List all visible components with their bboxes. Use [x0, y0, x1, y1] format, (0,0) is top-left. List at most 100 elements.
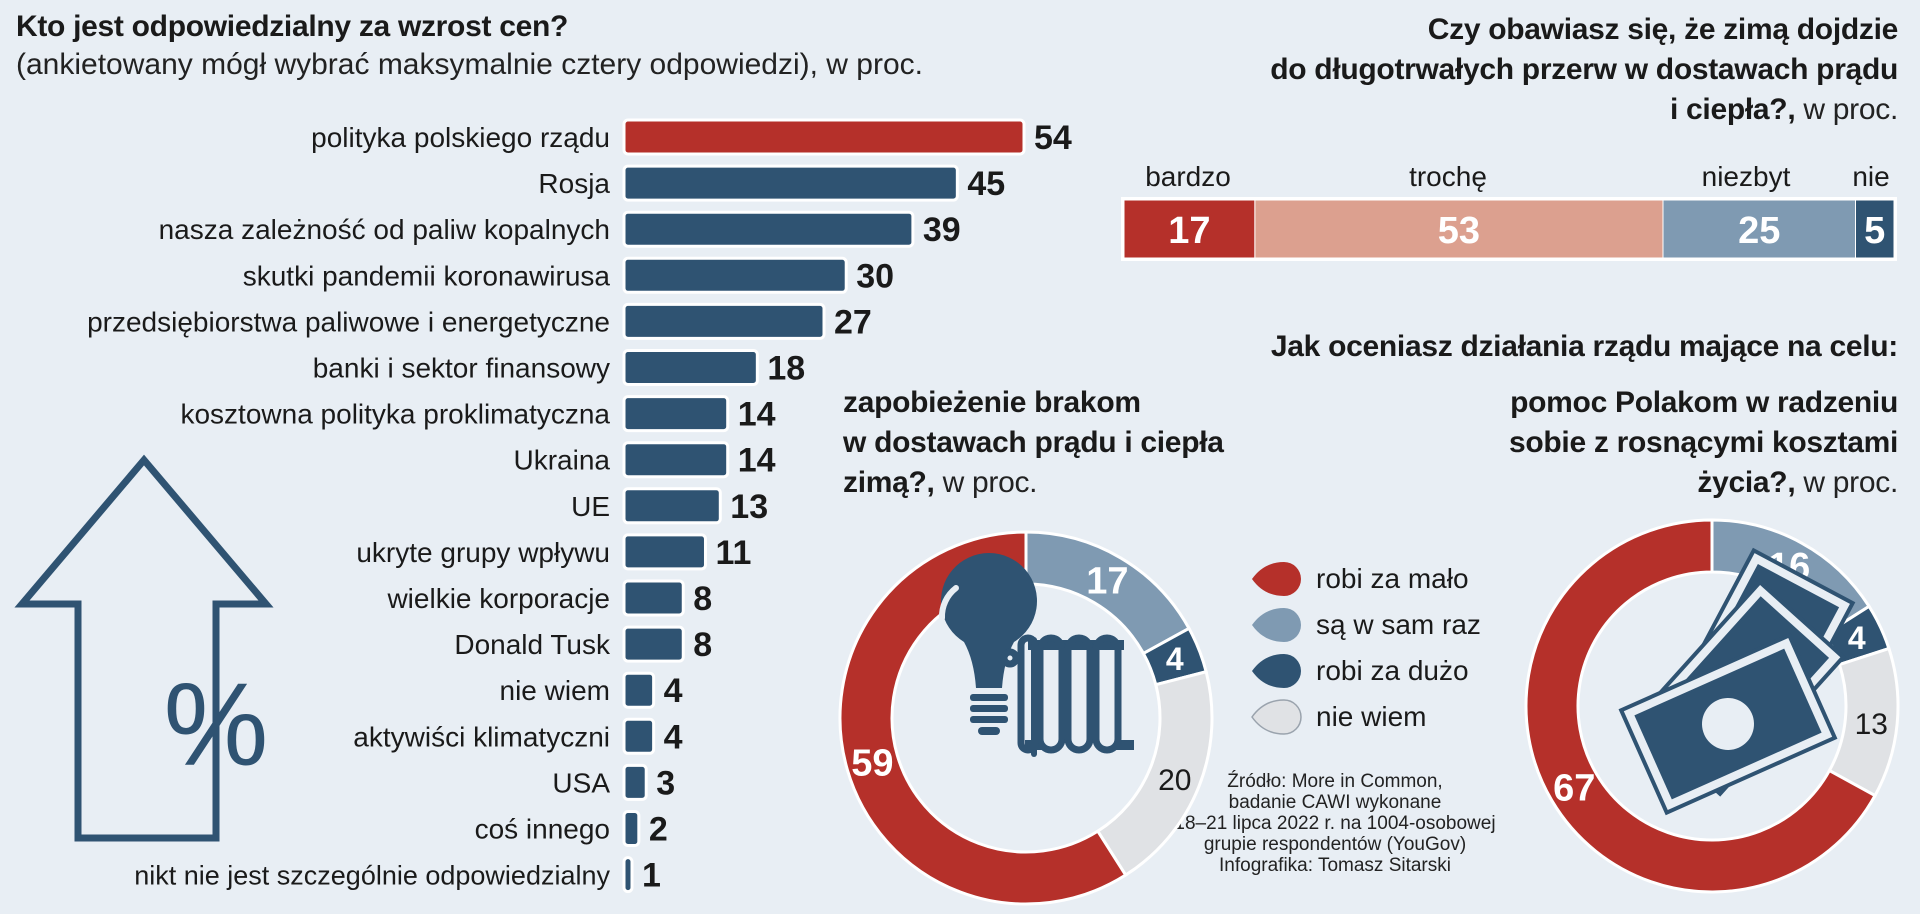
source-line: 18–21 lipca 2022 r. na 1004-osobowej	[1174, 813, 1496, 834]
bar	[622, 717, 656, 755]
bar-category-label: skutki pandemii koronawirusa	[243, 260, 611, 291]
stacked-segment	[1855, 199, 1895, 259]
bar-category-label: aktywiści klimatyczni	[353, 721, 610, 752]
donut-value-label: 13	[1855, 708, 1888, 741]
donut2-title: pomoc Polakom w radzeniu sobie z rosnący…	[1509, 383, 1898, 503]
legend-label: robi za dużo	[1316, 655, 1469, 686]
bar-value-label: 2	[649, 811, 668, 849]
bar	[622, 856, 634, 894]
bar	[622, 810, 641, 847]
donut-value-label: 67	[1553, 767, 1595, 809]
left-chart-subtitle: (ankietowany mógł wybrać maksymalnie czt…	[16, 48, 924, 81]
left-chart-title: Kto jest odpowiedzialny za wzrost cen?	[16, 10, 569, 43]
stacked-segment-value: 25	[1738, 210, 1780, 252]
donut1-title-line2: w dostawach prądu i ciepła	[843, 426, 1224, 459]
bar-category-label: UE	[571, 491, 610, 522]
stacked-title-line2: do długotrwałych przerw w dostawach prąd…	[1270, 53, 1898, 86]
legend-item: nie wiem	[1250, 694, 1481, 740]
legend-item: robi za dużo	[1250, 648, 1481, 694]
horizontal-bar-chart: polityka polskiego rządu 54 Rosja 45 nasza z…	[87, 118, 1072, 895]
donut-segment	[838, 530, 1128, 906]
bar-value-label: 4	[664, 718, 683, 756]
bar	[622, 487, 722, 525]
stacked-title-line1: Czy obawiasz się, że zimą dojdzie	[1427, 13, 1899, 46]
source-line: Źródło: More in Common,	[1227, 771, 1443, 792]
donut1-title-line1: zapobieżenie brakom	[843, 386, 1141, 419]
stacked-title-line3-bold: i ciepła?,	[1669, 93, 1796, 126]
bar-value-label: 8	[693, 580, 712, 618]
donut2-title-line2: sobie z rosnącymi kosztami	[1508, 426, 1898, 459]
bar	[622, 625, 685, 663]
stacked-category-label: bardzo	[1145, 161, 1231, 192]
stacked-segment	[1254, 199, 1664, 259]
donut-value-label: 59	[851, 743, 893, 785]
bar-category-label: coś innego	[475, 814, 610, 845]
light-bulb-icon	[938, 553, 1038, 735]
stacked-segment-value: 17	[1168, 210, 1210, 252]
bar-value-label: 39	[923, 211, 961, 249]
drop-icon	[1252, 562, 1301, 596]
bar	[622, 349, 759, 386]
stacked-segment	[1123, 199, 1256, 259]
legend-label: są w sam raz	[1316, 609, 1481, 640]
stacked-category-label: niezbyt	[1702, 161, 1791, 192]
bar	[622, 210, 915, 248]
bar-category-label: USA	[552, 767, 610, 798]
stacked-title-line3: i ciepła?, w proc.	[1270, 90, 1898, 130]
donut2-title-line3: życia?, w proc.	[1509, 463, 1898, 503]
drop-icon	[1252, 654, 1301, 688]
donut2-title-line1: pomoc Polakom w radzeniu	[1510, 386, 1898, 419]
bar	[622, 441, 730, 479]
stacked-chart-title: Czy obawiasz się, że zimą dojdzie do dłu…	[1270, 10, 1898, 130]
donut1-title-line3-bold: zimą?,	[843, 466, 935, 499]
up-arrow-outline-icon: %	[14, 454, 274, 842]
stacked-bar-chart: 17 bardzo 53 trochę 25 niezbyt 5 nie	[1121, 161, 1897, 261]
bar-value-label: 18	[767, 350, 805, 388]
bar-category-label: polityka polskiego rządu	[311, 122, 610, 153]
source-note: Źródło: More in Common, badanie CAWI wyk…	[1170, 771, 1500, 876]
bar	[622, 763, 648, 801]
bar-category-label: Rosja	[538, 168, 610, 199]
stacked-segment	[1662, 199, 1856, 259]
donuts-question-title: Jak oceniasz działania rządu mające na c…	[1270, 330, 1898, 363]
bar-value-label: 8	[693, 626, 712, 664]
donut-value-label: 20	[1158, 764, 1191, 797]
bar-value-label: 30	[856, 257, 894, 295]
source-line: Infografika: Tomasz Sitarski	[1219, 855, 1451, 876]
stacked-title-unit: w proc.	[1795, 93, 1898, 126]
donut2-title-unit: w proc.	[1795, 466, 1898, 499]
legend-item: są w sam raz	[1250, 602, 1481, 648]
bar	[622, 533, 707, 571]
bar-value-label: 27	[834, 303, 872, 341]
bar-value-label: 1	[642, 857, 661, 895]
bar-value-label: 54	[1034, 119, 1072, 157]
stacked-category-label: trochę	[1409, 161, 1487, 192]
bar-category-label: nie wiem	[500, 675, 610, 706]
radiator-icon	[1000, 634, 1134, 757]
donut2-title-line3-bold: życia?,	[1697, 466, 1796, 499]
bar-category-label: kosztowna polityka proklimatyczna	[180, 399, 610, 430]
legend-item: robi za mało	[1250, 556, 1481, 602]
bar-value-label: 45	[967, 165, 1005, 203]
donut-segment	[1524, 518, 1878, 894]
bar	[622, 164, 959, 202]
bar-category-label: przedsiębiorstwa paliwowe i energetyczne	[87, 306, 610, 337]
bar	[622, 579, 685, 617]
source-line: grupie respondentów (YouGov)	[1203, 834, 1467, 855]
source-line: badanie CAWI wykonane	[1228, 792, 1442, 813]
bar	[622, 671, 656, 709]
donut1-title-line3: zimą?, w proc.	[843, 463, 1224, 503]
donut1-title-unit: w proc.	[934, 466, 1038, 499]
bar-category-label: banki i sektor finansowy	[313, 353, 610, 384]
bar	[622, 395, 730, 433]
bar-value-label: 11	[715, 534, 751, 572]
bar-category-label: ukryte grupy wpływu	[356, 537, 610, 568]
bar-value-label: 14	[738, 442, 776, 480]
stacked-segment-value: 5	[1864, 210, 1885, 252]
legend-label: robi za mało	[1316, 563, 1469, 594]
legend-label: nie wiem	[1316, 701, 1427, 732]
stacked-category-label: nie	[1852, 161, 1889, 192]
bar	[622, 302, 826, 340]
drop-icon	[1251, 699, 1302, 735]
